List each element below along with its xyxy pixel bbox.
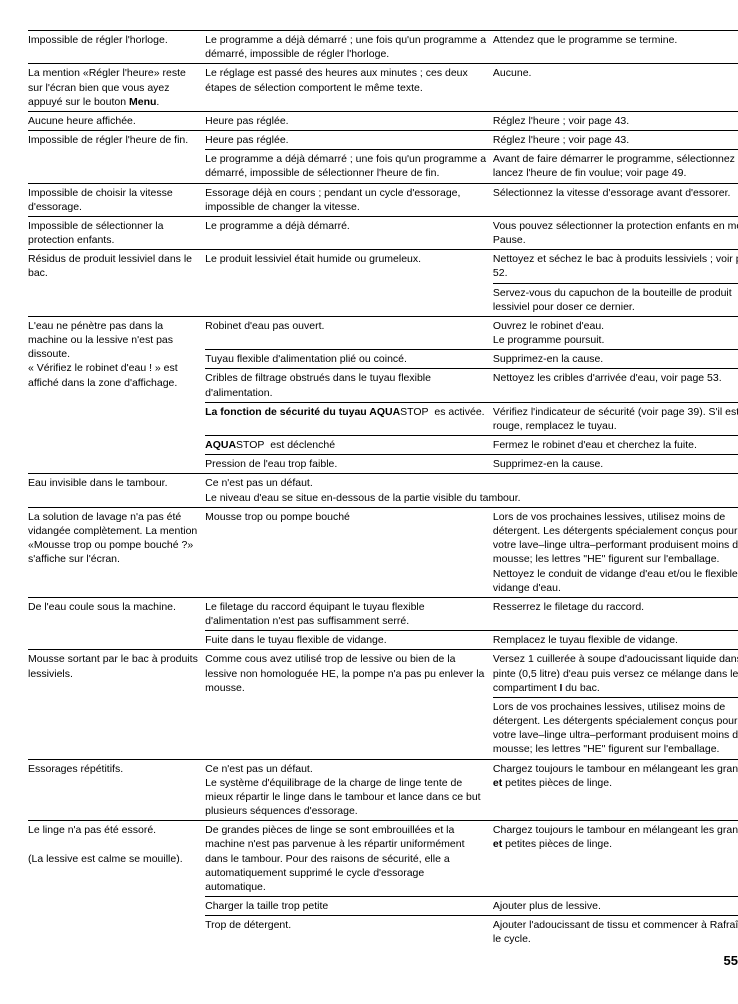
table-row: Impossible de régler l'heure de fin.Heur… — [28, 131, 738, 150]
problem-cell: Impossible de choisir la vitesse d'essor… — [28, 183, 205, 216]
problem-cell: Aucune heure affichée. — [28, 111, 205, 130]
cause-cell: Ce n'est pas un défaut.Le niveau d'eau s… — [205, 474, 738, 507]
table-row: Impossible de sélectionner la protection… — [28, 216, 738, 249]
solution-cell: Ouvrez le robinet d'eau.Le programme pou… — [493, 316, 738, 349]
table-row: Charger la taille trop petiteAjouter plu… — [28, 897, 738, 916]
cause-cell: Heure pas réglée. — [205, 111, 493, 130]
table-row: La solution de lavage n'a pas été vidang… — [28, 507, 738, 597]
cause-cell: De grandes pièces de linge se sont embro… — [205, 821, 493, 897]
problem-cell: Impossible de sélectionner la protection… — [28, 216, 205, 249]
cause-cell: Pression de l'eau trop faible. — [205, 455, 493, 474]
problem-cell: Essorages répétitifs. — [28, 759, 205, 821]
solution-cell: Réglez l'heure ; voir page 43. — [493, 131, 738, 150]
cause-cell: Cribles de filtrage obstrués dans le tuy… — [205, 369, 493, 402]
problem-cell — [28, 455, 205, 474]
problem-cell: Impossible de régler l'heure de fin. — [28, 131, 205, 150]
cause-cell: Trop de détergent. — [205, 916, 493, 949]
solution-cell: Lors de vos prochaines lessives, utilise… — [493, 507, 738, 597]
solution-cell: Nettoyez les cribles d'arrivée d'eau, vo… — [493, 369, 738, 402]
solution-cell: Supprimez-en la cause. — [493, 350, 738, 369]
table-row: De l'eau coule sous la machine.Le fileta… — [28, 597, 738, 630]
problem-cell: La mention «Régler l'heure» reste sur l'… — [28, 64, 205, 112]
cause-cell — [205, 283, 493, 316]
solution-cell: Aucune. — [493, 64, 738, 112]
problem-cell: Le linge n'a pas été essoré.(La lessive … — [28, 821, 205, 897]
problem-cell: L'eau ne pénètre pas dans la machine ou … — [28, 316, 205, 454]
table-row: Impossible de régler l'horloge.Le progra… — [28, 31, 738, 64]
solution-cell: Ajouter plus de lessive. — [493, 897, 738, 916]
solution-cell: Remplacez le tuyau flexible de vidange. — [493, 631, 738, 650]
problem-cell — [28, 150, 205, 183]
problem-cell — [28, 897, 205, 916]
cause-cell: Mousse trop ou pompe bouché — [205, 507, 493, 597]
cause-cell: Le produit lessiviel était humide ou gru… — [205, 250, 493, 283]
table-row: Eau invisible dans le tambour.Ce n'est p… — [28, 474, 738, 507]
table-row: Trop de détergent.Ajouter l'adoucissant … — [28, 916, 738, 949]
table-row: Pression de l'eau trop faible.Supprimez-… — [28, 455, 738, 474]
cause-cell: Le réglage est passé des heures aux minu… — [205, 64, 493, 112]
cause-cell: Essorage déjà en cours ; pendant un cycl… — [205, 183, 493, 216]
cause-cell: Ce n'est pas un défaut.Le système d'équi… — [205, 759, 493, 821]
cause-cell: Tuyau flexible d'alimentation plié ou co… — [205, 350, 493, 369]
problem-cell: Eau invisible dans le tambour. — [28, 474, 205, 507]
table-row: La mention «Régler l'heure» reste sur l'… — [28, 64, 738, 112]
cause-cell: Le programme a déjà démarré ; une fois q… — [205, 150, 493, 183]
solution-cell: Versez 1 cuillerée à soupe d'adoucissant… — [493, 650, 738, 698]
solution-cell: Vous pouvez sélectionner la protection e… — [493, 216, 738, 249]
solution-cell: Avant de faire démarrer le programme, sé… — [493, 150, 738, 183]
solution-cell: Fermez le robinet d'eau et cherchez la f… — [493, 436, 738, 455]
problem-cell: De l'eau coule sous la machine. — [28, 597, 205, 630]
table-row: Servez-vous du capuchon de la bouteille … — [28, 283, 738, 316]
solution-cell: Resserrez le filetage du raccord. — [493, 597, 738, 630]
table-row: Le programme a déjà démarré ; une fois q… — [28, 150, 738, 183]
table-row: Impossible de choisir la vitesse d'essor… — [28, 183, 738, 216]
solution-cell: Attendez que le programme se termine. — [493, 31, 738, 64]
cause-cell: Le programme a déjà démarré. — [205, 216, 493, 249]
solution-cell: Réglez l'heure ; voir page 43. — [493, 111, 738, 130]
problem-cell — [28, 631, 205, 650]
problem-cell: Impossible de régler l'horloge. — [28, 31, 205, 64]
solution-cell: Supprimez-en la cause. — [493, 455, 738, 474]
table-row: Le linge n'a pas été essoré.(La lessive … — [28, 821, 738, 897]
solution-cell: Vérifiez l'indicateur de sécurité (voir … — [493, 402, 738, 435]
table-row: Mousse sortant par le bac à produits les… — [28, 650, 738, 698]
table-row: Fuite dans le tuyau flexible de vidange.… — [28, 631, 738, 650]
cause-cell: Comme cous avez utilisé trop de lessive … — [205, 650, 493, 698]
solution-cell: Sélectionnez la vitesse d'essorage avant… — [493, 183, 738, 216]
problem-cell: Résidus de produit lessiviel dans le bac… — [28, 250, 205, 283]
problem-cell — [28, 283, 205, 316]
solution-cell: Chargez toujours le tambour en mélangean… — [493, 821, 738, 897]
solution-cell: Ajouter l'adoucissant de tissu et commen… — [493, 916, 738, 949]
cause-cell — [205, 697, 493, 759]
solution-cell: Chargez toujours le tambour en mélangean… — [493, 759, 738, 821]
table-row: L'eau ne pénètre pas dans la machine ou … — [28, 316, 738, 349]
cause-cell: La fonction de sécurité du tuyau AQUASTO… — [205, 402, 493, 435]
table-row: Aucune heure affichée.Heure pas réglée.R… — [28, 111, 738, 130]
problem-cell: Mousse sortant par le bac à produits les… — [28, 650, 205, 698]
solution-cell: Nettoyez et séchez le bac à produits les… — [493, 250, 738, 283]
cause-cell: Heure pas réglée. — [205, 131, 493, 150]
cause-cell: AQUASTOP est déclenché — [205, 436, 493, 455]
solution-cell: Lors de vos prochaines lessives, utilise… — [493, 697, 738, 759]
cause-cell: Le programme a déjà démarré ; une fois q… — [205, 31, 493, 64]
cause-cell: Charger la taille trop petite — [205, 897, 493, 916]
table-row: Essorages répétitifs.Ce n'est pas un déf… — [28, 759, 738, 821]
cause-cell: Robinet d'eau pas ouvert. — [205, 316, 493, 349]
cause-cell: Le filetage du raccord équipant le tuyau… — [205, 597, 493, 630]
problem-cell — [28, 697, 205, 759]
table-row: Lors de vos prochaines lessives, utilise… — [28, 697, 738, 759]
troubleshooting-table: Impossible de régler l'horloge.Le progra… — [28, 30, 738, 949]
problem-cell — [28, 916, 205, 949]
table-row: Résidus de produit lessiviel dans le bac… — [28, 250, 738, 283]
cause-cell: Fuite dans le tuyau flexible de vidange. — [205, 631, 493, 650]
solution-cell: Servez-vous du capuchon de la bouteille … — [493, 283, 738, 316]
page-number: 55 — [724, 952, 738, 970]
problem-cell: La solution de lavage n'a pas été vidang… — [28, 507, 205, 597]
